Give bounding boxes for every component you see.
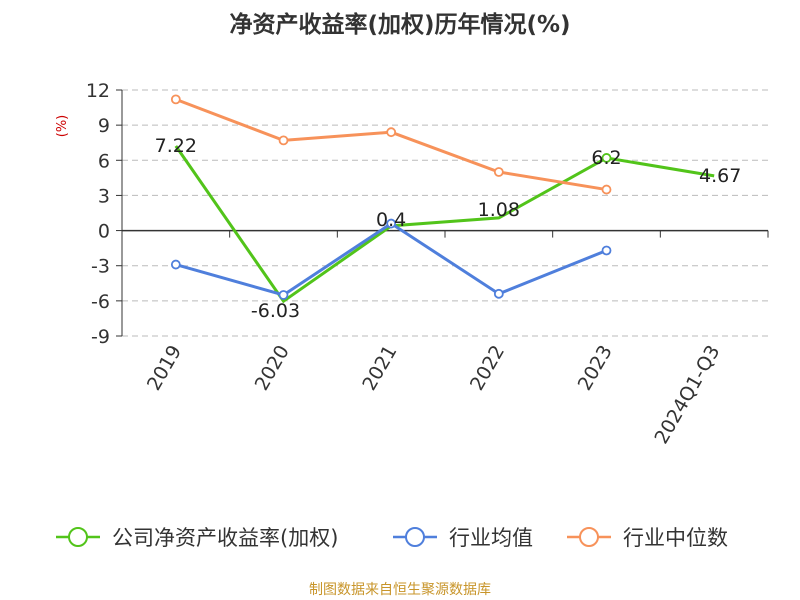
legend-label: 公司净资产收益率(加权): [112, 526, 338, 550]
data-point: [386, 127, 397, 138]
y-tick-label: 9: [98, 115, 110, 137]
chart-title: 净资产收益率(加权)历年情况(%): [229, 11, 570, 38]
series-line: [174, 145, 715, 304]
data-point: [170, 94, 181, 105]
data-label: 1.08: [478, 199, 520, 221]
data-point: [170, 259, 181, 270]
x-tick-label: 2024Q1-Q3: [650, 342, 724, 448]
legend-swatch-marker: [579, 527, 599, 547]
y-tick-label: 0: [98, 221, 110, 243]
x-tick-label: 2020: [251, 342, 294, 395]
data-label: -6.03: [251, 300, 300, 322]
data-label: 4.67: [699, 165, 741, 187]
data-label: 0.4: [376, 209, 406, 231]
legend-swatch-marker: [68, 527, 88, 547]
y-tick-label: -3: [91, 256, 110, 278]
x-tick-label: 2019: [143, 342, 186, 395]
y-tick-labels: 12 9 6 3 0 -3 -6 -9: [86, 80, 110, 348]
legend: 公司净资产收益率(加权) 行业均值 行业中位数: [56, 526, 728, 550]
data-point: [601, 184, 612, 195]
data-label: 7.22: [155, 135, 197, 157]
data-point: [386, 218, 397, 229]
x-tick-label: 2021: [358, 342, 401, 395]
x-tick-label: 2022: [466, 342, 509, 395]
data-point: [493, 288, 504, 299]
data-point: [493, 167, 504, 177]
data-point: [601, 153, 612, 163]
y-tick-label: 6: [98, 150, 110, 172]
data-point: [278, 135, 289, 146]
legend-label: 行业中位数: [623, 526, 728, 550]
grid-lines: [122, 89, 768, 337]
x-tick-label: 2023: [574, 342, 617, 395]
legend-label: 行业均值: [449, 526, 533, 550]
axes: [116, 89, 769, 337]
data-label: 6.2: [591, 147, 621, 169]
legend-swatch-marker: [405, 527, 425, 547]
y-axis-label: (%): [55, 115, 70, 138]
y-tick-label: 12: [86, 80, 110, 102]
series-line: [175, 221, 608, 297]
x-tick-labels: 2019 2020 2021 2022 2023 2024Q1-Q3: [143, 342, 725, 448]
data-point: [278, 290, 289, 300]
data-point: [601, 245, 612, 256]
data-labels: 7.22 -6.03 0.4 1.08 6.2 4.67: [155, 135, 742, 322]
series-line: [175, 97, 607, 192]
source-footer: 制图数据来自恒生聚源数据库: [309, 582, 491, 598]
y-tick-label: -9: [91, 326, 110, 348]
series-lines: [170, 94, 715, 304]
y-tick-label: 3: [98, 185, 110, 207]
y-tick-label: -6: [91, 291, 110, 313]
